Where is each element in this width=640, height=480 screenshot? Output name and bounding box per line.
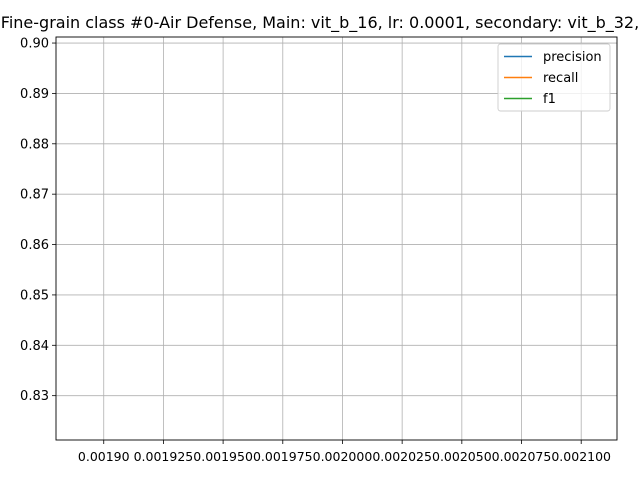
x-tick-label: 0.002000 — [313, 449, 373, 464]
x-tick-label: 0.002075 — [492, 449, 552, 464]
legend-box — [497, 43, 611, 112]
y-tick-label: 0.86 — [20, 238, 49, 253]
plot-area-frame — [55, 36, 618, 441]
x-tick-label: 0.001975 — [253, 449, 313, 464]
x-tick-label: 0.002050 — [432, 449, 492, 464]
x-axis: 0.00190 0.001925 0.001950 0.001975 0.002000 0… — [78, 440, 611, 464]
legend-label-recall: recall — [543, 71, 578, 86]
y-tick-label: 0.83 — [20, 389, 49, 404]
legend-label-f1: f1 — [543, 92, 556, 107]
y-tick-label: 0.87 — [20, 188, 49, 203]
y-tick-label: 0.90 — [20, 37, 49, 52]
legend-label-precision: precision — [543, 50, 602, 65]
y-tick-label: 0.85 — [20, 288, 49, 303]
chart-title: Fine-grain class #0-Air Defense, Main: v… — [1, 13, 639, 33]
x-tick-label: 0.001950 — [193, 449, 253, 464]
legend: precision recall f1 — [497, 43, 611, 112]
x-tick-label: 0.00190 — [78, 449, 130, 464]
x-tick-label: 0.002100 — [551, 449, 611, 464]
x-tick-label: 0.002025 — [372, 449, 432, 464]
y-tick-label: 0.88 — [20, 137, 49, 152]
y-tick-label: 0.84 — [20, 339, 49, 354]
x-tick-label: 0.001925 — [134, 449, 194, 464]
y-tick-label: 0.89 — [20, 87, 49, 102]
y-axis: 0.83 0.84 0.85 0.86 0.87 0.88 0.89 0.90 — [20, 37, 56, 404]
